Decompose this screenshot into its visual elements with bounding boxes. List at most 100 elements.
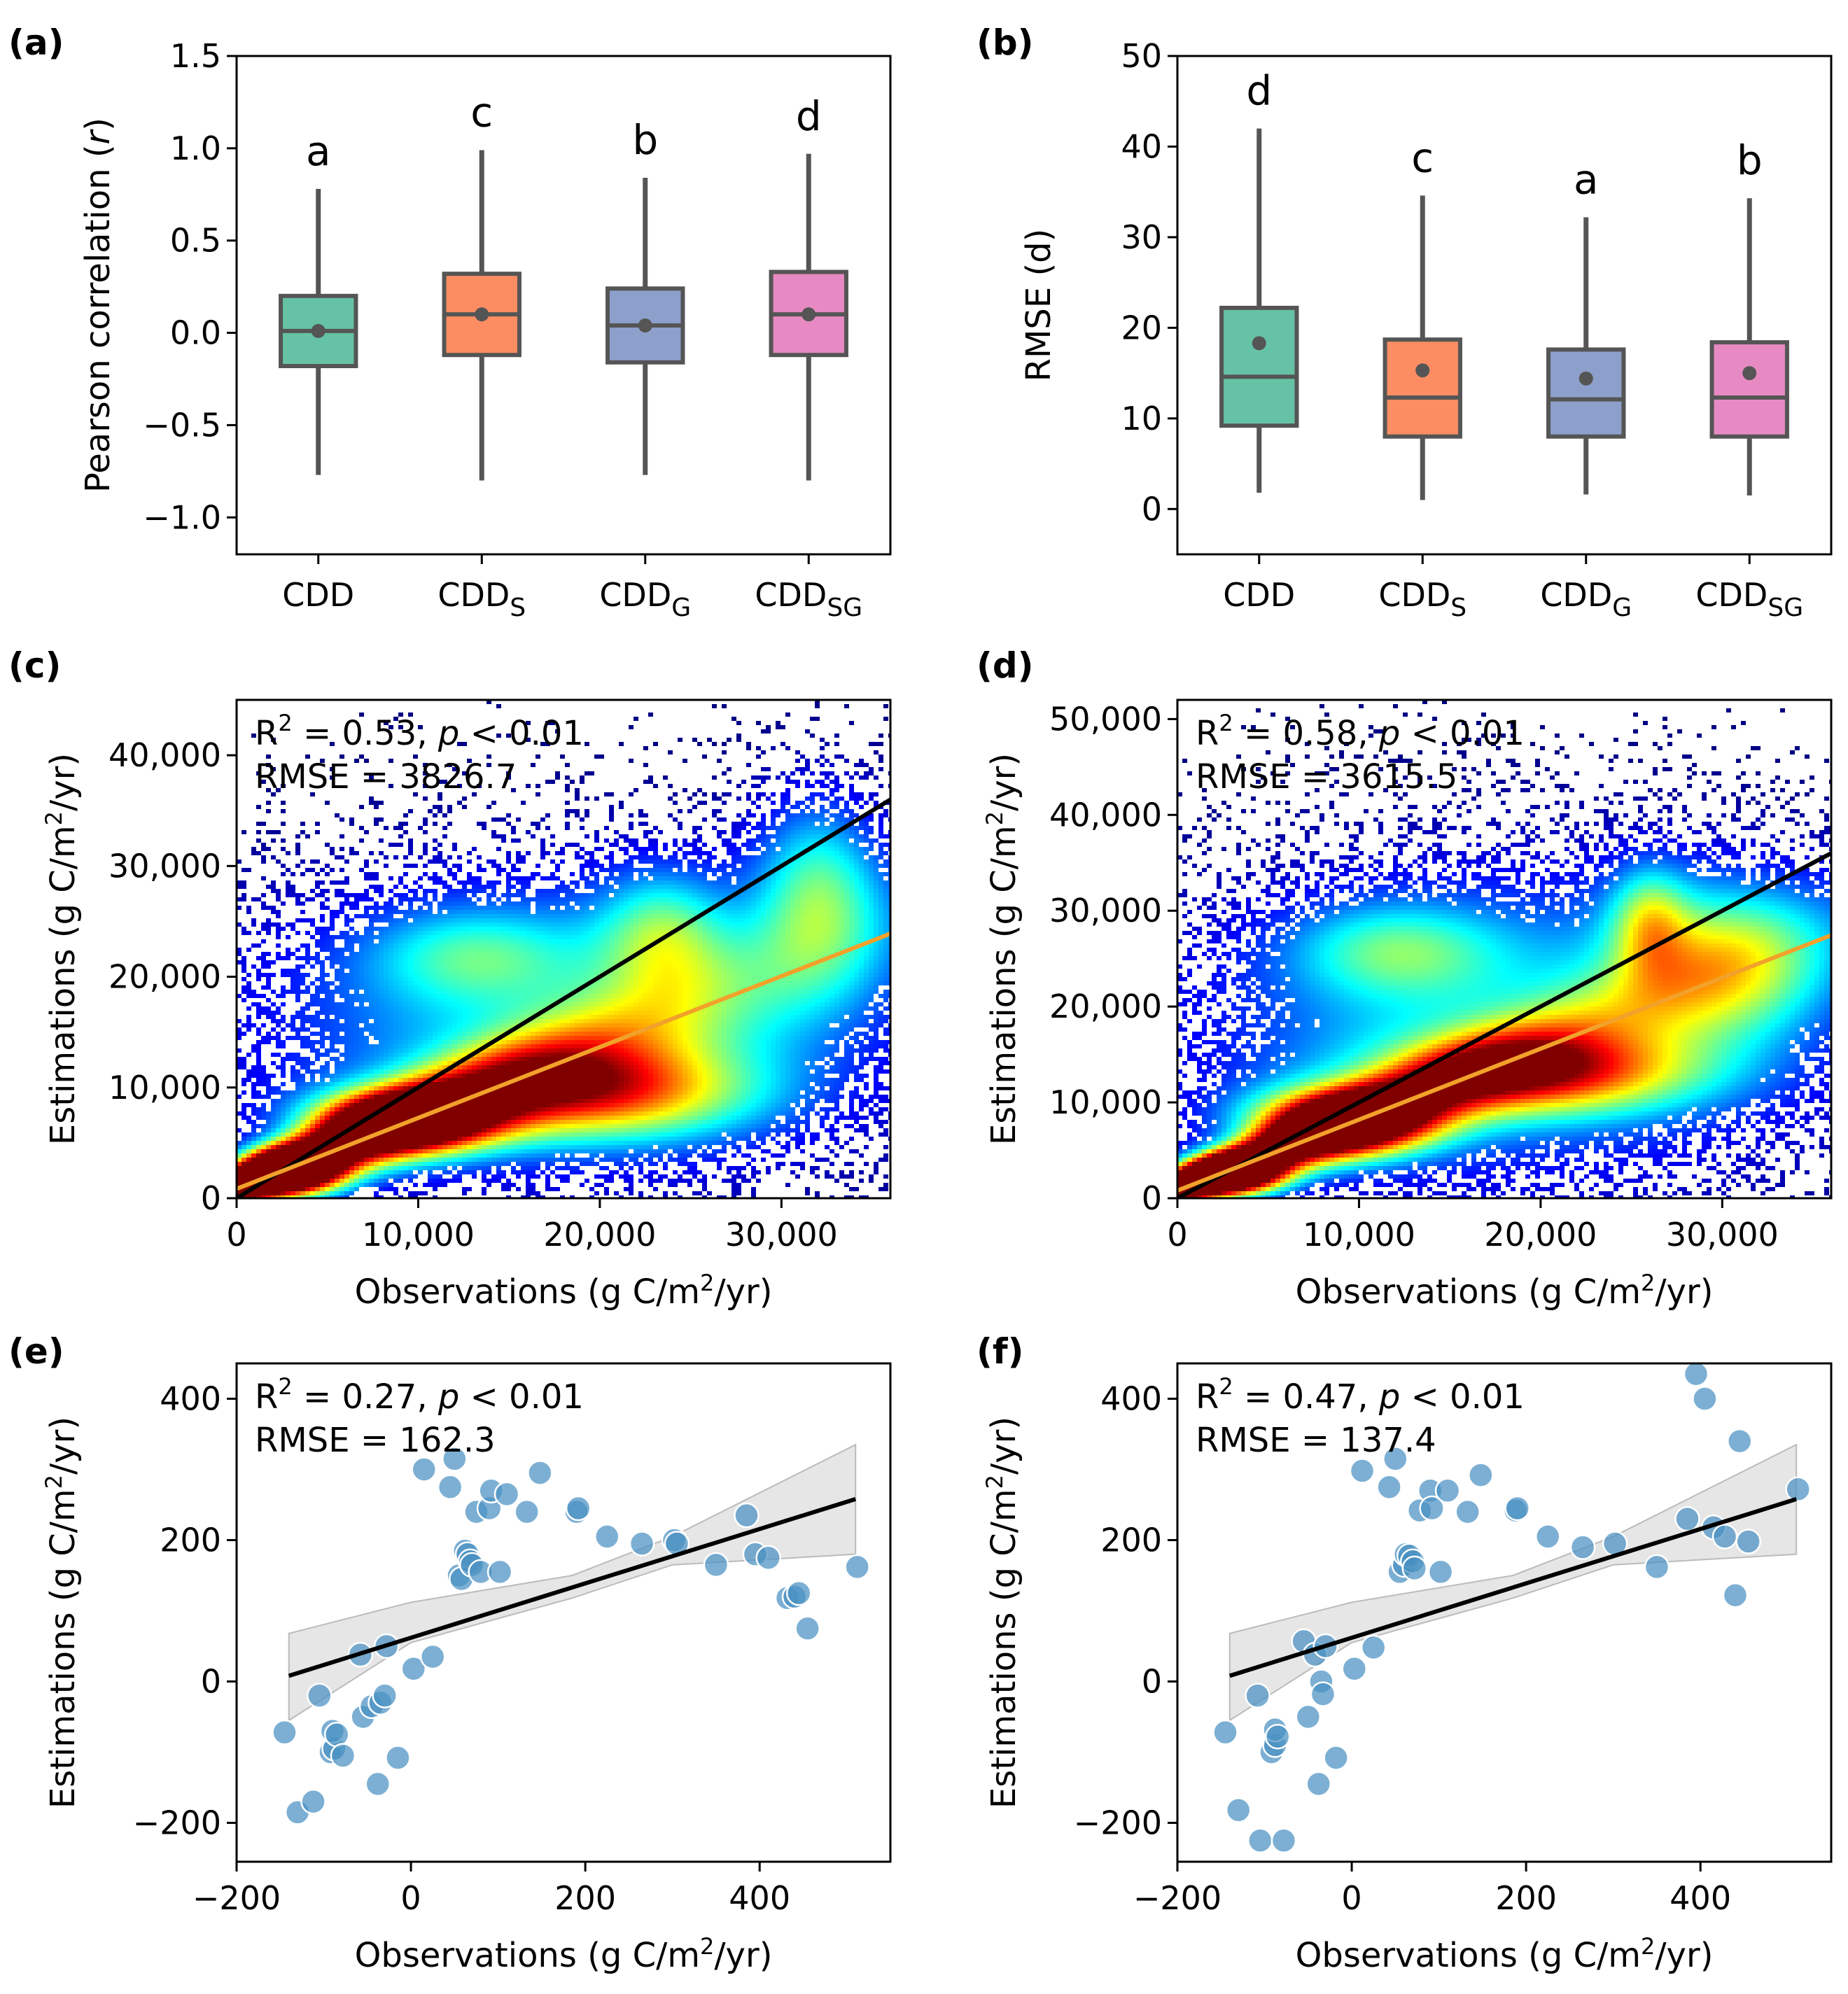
density-cell [335,1011,340,1015]
density-cell [408,1179,413,1183]
density-cell [364,1019,369,1023]
density-cell [330,767,335,771]
density-cell [550,834,555,838]
density-cell [423,1061,428,1065]
density-cell [540,1103,545,1107]
density-cell [286,851,290,855]
density-cell [290,1107,295,1111]
density-cell [457,1078,462,1082]
density-cell [413,1036,418,1040]
density-cell [256,1048,261,1053]
density-cell [472,1002,477,1006]
density-cell [354,969,359,973]
density-cell [491,1116,496,1120]
density-cell [359,1095,364,1099]
density-cell [398,922,403,927]
density-cell [413,1011,418,1015]
density-cell [364,1124,369,1128]
density-cell [320,973,325,977]
density-cell [467,998,472,1002]
density-cell [290,1183,295,1187]
density-cell [506,897,511,901]
density-cell [364,1128,369,1132]
density-cell [472,1065,477,1069]
density-cell [570,1170,575,1174]
density-cell [555,906,560,910]
density-cell [403,998,408,1002]
density-cell [467,1040,472,1044]
density-cell [403,885,408,889]
density-cell [521,1158,526,1162]
density-cell [266,1006,271,1011]
density-cell [516,1170,521,1174]
density-cell [536,1044,540,1048]
density-cell [442,901,447,906]
density-cell [369,1153,374,1158]
density-cell [286,1111,290,1116]
density-cell [295,1099,300,1103]
density-cell [300,1111,305,1116]
density-cell [349,1179,354,1183]
density-cell [335,1090,340,1095]
density-cell [536,1166,540,1170]
density-cell [256,1095,261,1099]
density-cell [246,1006,251,1011]
density-cell [536,956,540,960]
density-cell [447,973,452,977]
density-cell [442,1061,447,1065]
density-cell [452,960,457,964]
density-cell [340,1116,344,1120]
density-cell [330,994,335,998]
density-cell [344,964,349,969]
density-cell [369,943,374,948]
density-cell [388,1099,393,1103]
density-cell [369,1082,374,1086]
density-cell [457,864,462,868]
density-cell [310,1044,315,1048]
density-cell [584,771,589,775]
density-cell [344,943,349,948]
density-cell [496,1132,501,1137]
density-cell [423,927,428,931]
density-cell [540,906,545,910]
density-cell [433,880,438,885]
density-cell [433,822,438,826]
density-cell [526,973,531,977]
density-cell [300,1023,305,1027]
density-cell [545,1027,550,1032]
density-cell [540,1137,545,1141]
density-cell [379,1032,384,1036]
density-cell [266,754,271,759]
density-cell [369,1183,374,1187]
density-cell [428,998,433,1002]
density-cell [354,985,359,990]
density-cell [349,906,354,910]
y-tick-label: 20 [1121,309,1162,346]
density-cell [442,994,447,998]
density-cell [452,914,457,918]
density-cell [403,1103,408,1107]
density-cell [511,998,516,1002]
density-cell [447,763,452,767]
density-cell [555,868,560,872]
density-cell [354,1036,359,1040]
density-cell [325,1174,330,1179]
density-cell [438,1166,442,1170]
density-cell [496,943,501,948]
density-cell [438,943,442,948]
density-cell [496,1170,501,1174]
density-cell [374,964,379,969]
density-cell [467,1124,472,1128]
density-cell [359,1166,364,1170]
density-cell [261,927,266,931]
density-cell [580,960,584,964]
density-cell [565,998,570,1002]
density-cell [423,847,428,851]
density-cell [340,1011,344,1015]
density-cell [452,901,457,906]
density-cell [447,1086,452,1090]
density-cell [344,973,349,977]
density-cell [398,1170,403,1174]
density-cell [536,893,540,897]
density-cell [379,931,384,935]
